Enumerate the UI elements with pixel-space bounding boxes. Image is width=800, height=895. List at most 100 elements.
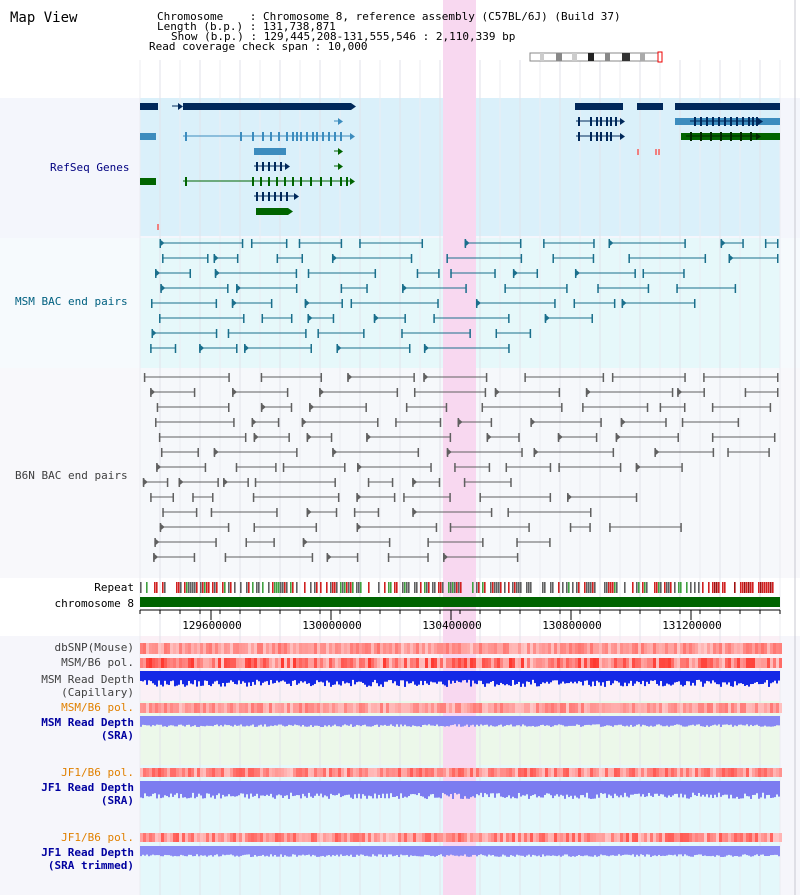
jf1-pol-cell (296, 768, 299, 777)
msm-depth-sra-bar (526, 716, 528, 727)
jf1-depth-sra-bar (178, 781, 180, 799)
msm-depth-cap-bar (218, 671, 220, 685)
msm-depth-sra-bar (594, 716, 596, 725)
repeat-element (454, 582, 456, 593)
msm-pol-cell (611, 658, 614, 668)
dbsnp-cell (614, 643, 617, 654)
msm-pol2-cell (173, 703, 176, 713)
track-label-b6n-bac[interactable]: B6N BAC end pairs (15, 469, 128, 482)
msm-depth-cap-bar (518, 671, 520, 682)
jf1-pol2-cell (512, 833, 515, 842)
jf1-pol2-cell (335, 833, 338, 842)
dbsnp-cell (167, 643, 170, 654)
msm-pol-cell (155, 658, 158, 668)
msm-depth-cap-bar (512, 671, 514, 681)
repeat-element (350, 582, 352, 593)
jf1-depth-sra-bar (362, 781, 364, 795)
msm-depth-cap-bar (142, 671, 144, 682)
jf1-pol2-cell (212, 833, 215, 842)
msm-pol2-cell (446, 703, 449, 713)
bac-end (634, 269, 636, 278)
msm-pol2-cell (434, 703, 437, 713)
track-label-msm-bac[interactable]: MSM BAC end pairs (15, 295, 128, 308)
bac-end (777, 373, 779, 382)
msm-pol2-cell (776, 703, 779, 713)
dbsnp-cell (362, 643, 365, 654)
bac-end (549, 463, 552, 472)
jf1-depth-sra-bar (426, 781, 428, 799)
msm-pol2-cell (707, 703, 710, 713)
msm-depth-sra-bar (646, 716, 648, 727)
track-label-refseq[interactable]: RefSeq Genes (50, 161, 130, 174)
repeat-element (326, 582, 328, 593)
jf1-depth-trim-bar (424, 846, 426, 855)
jf1-depth-trim-bar (304, 846, 306, 856)
jf1-pol2-cell (479, 833, 482, 842)
msm-depth-cap-bar (594, 671, 596, 686)
track-label-jf1-depth-sra[interactable]: JF1 Read Depth (41, 781, 134, 794)
track-label-msm-depth-sra[interactable]: MSM Read Depth (41, 716, 134, 729)
jf1-pol-cell (401, 768, 404, 777)
bac-end (494, 269, 496, 278)
msm-depth-cap-bar (592, 671, 594, 682)
jf1-depth-sra-bar (674, 781, 676, 794)
msm-depth-sra-bar (434, 716, 436, 726)
jf1-pol2-cell (593, 833, 596, 842)
msm-depth-cap-bar (664, 671, 666, 686)
track-label-msm-b6-pol-2[interactable]: MSM/B6 pol. (61, 701, 134, 714)
bac-end (647, 284, 650, 293)
msm-depth-cap-bar (760, 671, 762, 685)
bac-end (552, 254, 554, 263)
msm-depth-sra-bar (618, 716, 620, 725)
repeat-element (192, 582, 194, 593)
track-label-jf1-pol[interactable]: JF1/B6 pol. (61, 766, 134, 779)
track-label-chromosome[interactable]: chromosome 8 (54, 597, 134, 610)
msm-pol2-cell (482, 703, 485, 713)
msm-depth-cap-bar (222, 671, 224, 684)
jf1-pol-cell (227, 768, 230, 777)
msm-pol-cell (572, 658, 575, 668)
jf1-depth-sra-bar (692, 781, 694, 793)
jf1-depth-sra-bar (754, 781, 756, 795)
jf1-pol-cell (326, 768, 329, 777)
msm-depth-sra-bar (312, 716, 314, 727)
jf1-depth-trim-bar (690, 846, 692, 857)
msm-depth-sra-bar (486, 716, 488, 725)
bac-end (250, 239, 253, 248)
msm-pol-cell (404, 658, 407, 668)
msm-depth-sra-bar (504, 716, 506, 726)
jf1-pol2-cell (632, 833, 635, 842)
bac-end (277, 418, 280, 427)
jf1-depth-sra-bar (312, 781, 314, 798)
dbsnp-cell (737, 643, 740, 654)
jf1-depth-sra-bar (168, 781, 170, 798)
msm-depth-sra-bar (744, 716, 746, 726)
repeat-element (500, 582, 502, 593)
track-label-repeat[interactable]: Repeat (94, 581, 134, 594)
msm-depth-cap-bar (336, 671, 338, 682)
bac-end (305, 329, 307, 338)
jf1-depth-trim-bar (180, 846, 182, 855)
msm-depth-cap-bar (380, 671, 382, 685)
jf1-depth-sra-bar (718, 781, 720, 793)
repeat-element (666, 582, 668, 593)
repeat-element (196, 582, 198, 593)
jf1-depth-sra-bar (266, 781, 268, 795)
jf1-pol-cell (716, 768, 719, 777)
msm-pol-cell (443, 658, 446, 668)
bac-end (335, 508, 338, 517)
track-label-msm-b6-pol[interactable]: MSM/B6 pol. (61, 656, 134, 669)
jf1-pol2-cell (155, 833, 158, 842)
track-label-jf1-depth-trimmed[interactable]: JF1 Read Depth (41, 846, 134, 859)
track-label-jf1-pol-2[interactable]: JF1/B6 pol. (61, 831, 134, 844)
msm-depth-cap-bar (622, 671, 624, 687)
msm-depth-sra-bar (586, 716, 588, 725)
msm-depth-cap-bar (402, 671, 404, 681)
track-label-dbsnp[interactable]: dbSNP(Mouse) (54, 641, 134, 654)
track-label-msm-depth-capillary[interactable]: MSM Read Depth (41, 673, 134, 686)
msm-depth-sra-bar (326, 716, 328, 727)
msm-pol2-cell (686, 703, 689, 713)
jf1-pol2-cell (611, 833, 614, 842)
jf1-depth-sra-bar (246, 781, 248, 795)
msm-pol-cell (407, 658, 410, 668)
